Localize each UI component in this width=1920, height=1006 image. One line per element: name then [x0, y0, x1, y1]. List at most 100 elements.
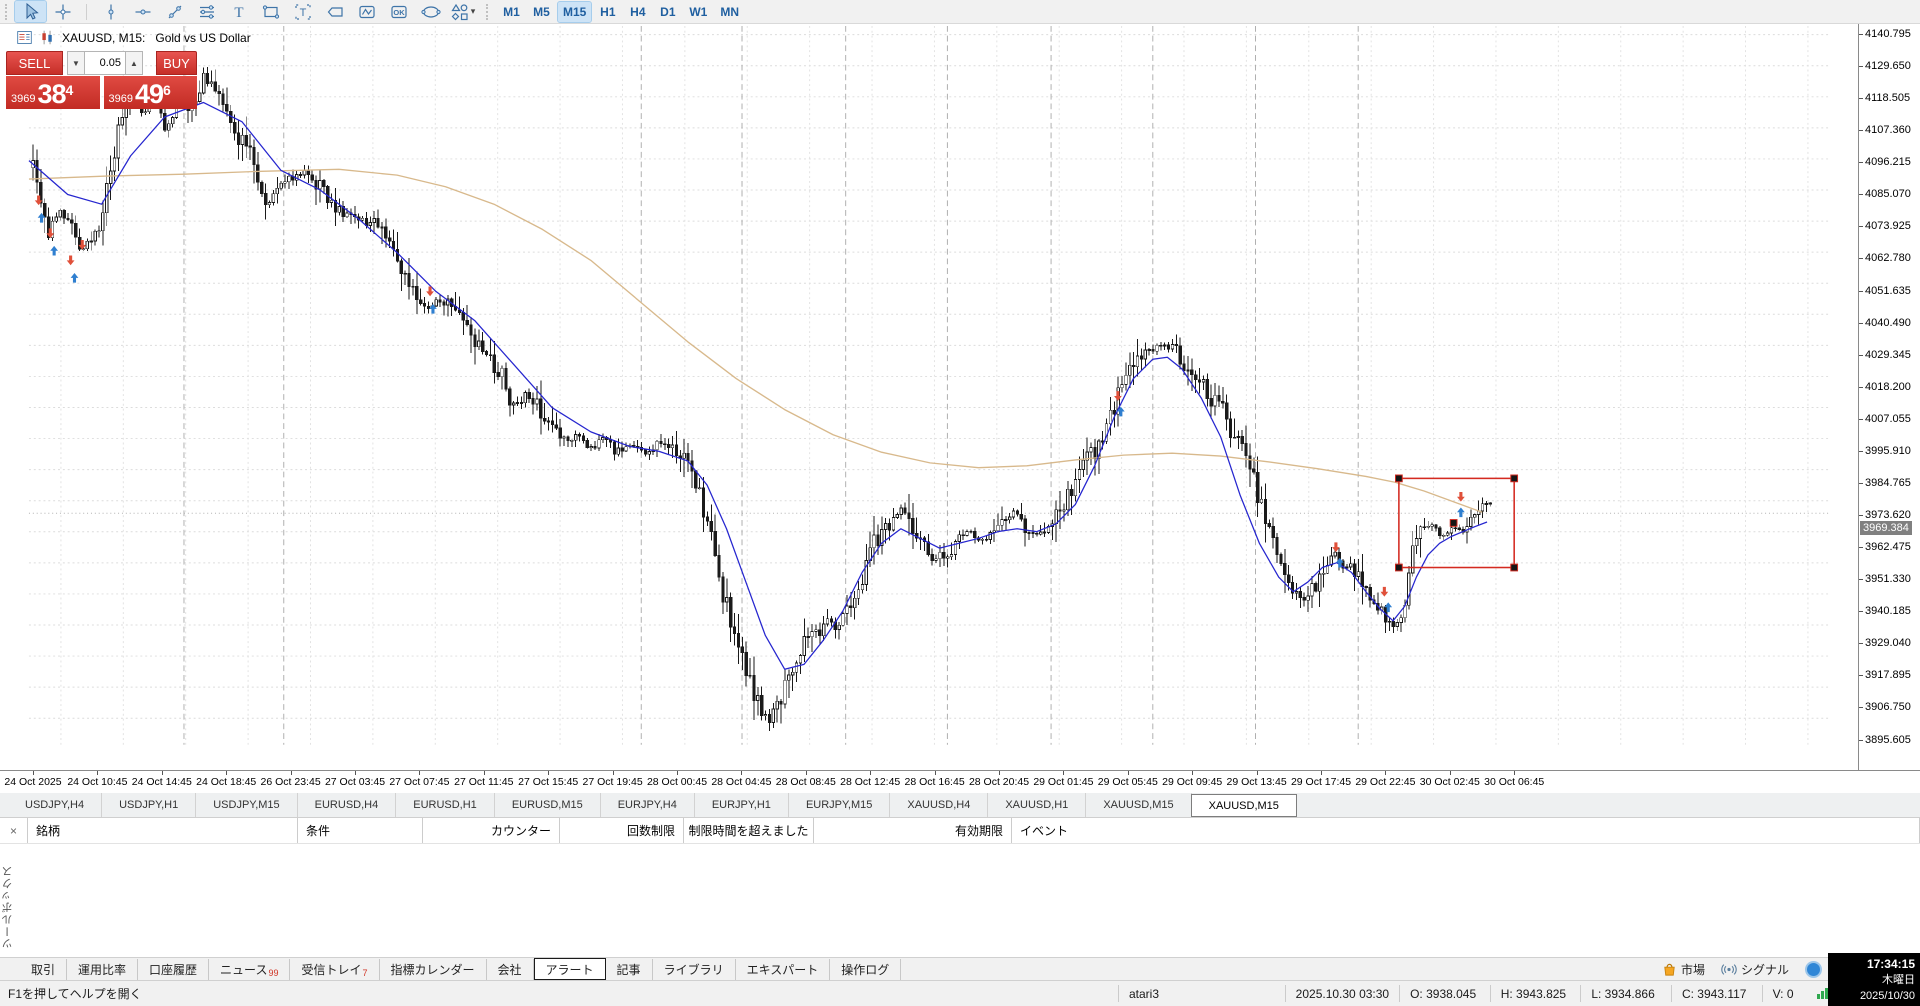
- sell-marker-icon[interactable]: [34, 195, 43, 206]
- timeframe-d1[interactable]: D1: [660, 4, 676, 19]
- crosshair-icon[interactable]: [47, 1, 78, 22]
- toolbox-tab[interactable]: 取引: [20, 958, 68, 980]
- time-axis-label: 29 Oct 05:45: [1097, 776, 1158, 788]
- buy-marker-icon[interactable]: [429, 303, 437, 314]
- volume-decrease-button[interactable]: ▼: [67, 51, 85, 75]
- toolbox-tab[interactable]: 指標カレンダー: [380, 958, 487, 980]
- toolbox-tab[interactable]: 受信トレイ 7: [290, 958, 380, 980]
- sell-marker-icon[interactable]: [1457, 491, 1465, 502]
- alerts-column-header[interactable]: 制限時間を超えました: [684, 818, 814, 843]
- community-icon[interactable]: [1805, 960, 1822, 978]
- sell-price-point: 4: [65, 82, 74, 98]
- market-button[interactable]: 市場: [1662, 961, 1705, 978]
- timeframe-m1[interactable]: M1: [503, 4, 520, 19]
- chart-tab-xauusd-m15[interactable]: XAUUSD,M15: [1190, 794, 1297, 817]
- rectangle-handle[interactable]: [1510, 563, 1519, 572]
- rectangle-handle[interactable]: [1449, 519, 1458, 527]
- timeframe-mn[interactable]: MN: [720, 4, 740, 19]
- alerts-column-header[interactable]: 銘柄: [28, 818, 298, 843]
- selected-rectangle-object[interactable]: [1395, 474, 1519, 572]
- buy-marker-icon[interactable]: [70, 272, 79, 283]
- timeframe-m15[interactable]: M15: [556, 0, 593, 23]
- buy-marker-icon[interactable]: [1384, 602, 1393, 613]
- toolbar-grip[interactable]: [5, 3, 10, 20]
- cursor-icon[interactable]: [14, 0, 47, 23]
- toolbox-tab[interactable]: アラート: [533, 958, 606, 980]
- sell-marker-icon[interactable]: [66, 255, 75, 266]
- vertical-line-icon[interactable]: [95, 1, 126, 22]
- signals-button[interactable]: シグナル: [1721, 961, 1789, 978]
- rectangle-handle[interactable]: [1395, 474, 1403, 483]
- toolbox-tab[interactable]: 操作ログ: [830, 958, 902, 980]
- toolbox-tab[interactable]: ニュース 99: [209, 958, 291, 980]
- price-label-icon[interactable]: [319, 1, 350, 22]
- rectangle-icon[interactable]: [255, 1, 286, 22]
- chart-tab-usdjpy-m15[interactable]: USDJPY,M15: [196, 793, 298, 817]
- chart-canvas[interactable]: [0, 24, 1858, 770]
- chart-tab-eurjpy-h1[interactable]: EURJPY,H1: [695, 793, 789, 817]
- toolbox-tab[interactable]: 口座履歴: [138, 958, 210, 980]
- chart-tab-xauusd-h1[interactable]: XAUUSD,H1: [988, 793, 1087, 817]
- buy-button[interactable]: BUY: [156, 51, 197, 75]
- chart-tab-eurjpy-m15[interactable]: EURJPY,M15: [789, 793, 891, 817]
- candles-icon[interactable]: [39, 29, 56, 46]
- ma-fast-line[interactable]: [28, 101, 1488, 670]
- time-axis[interactable]: 24 Oct 2025 24 Oct 10:45 24 Oct 14:45 24 Oc…: [0, 770, 1920, 793]
- toolbox-tab[interactable]: エキスパート: [736, 958, 831, 980]
- toolbox-tab[interactable]: 記事: [606, 958, 653, 980]
- alerts-column-header[interactable]: 回数制限: [560, 818, 684, 843]
- sell-marker-icon[interactable]: [1380, 586, 1389, 597]
- equidistant-channel-icon[interactable]: [191, 1, 222, 22]
- chart-tab-eurusd-m15[interactable]: EURUSD,M15: [495, 793, 601, 817]
- sell-price-box[interactable]: 3969 38 4: [6, 76, 100, 109]
- sell-marker-icon[interactable]: [46, 228, 55, 239]
- horizontal-line-icon[interactable]: [127, 1, 158, 22]
- alerts-column-header[interactable]: 有効期限: [814, 818, 1012, 843]
- timeframe-h4[interactable]: H4: [630, 4, 646, 19]
- toolbox-tab[interactable]: ライブラリ: [653, 958, 736, 980]
- timeframe-m5[interactable]: M5: [533, 4, 550, 19]
- toolbox-tab[interactable]: 会社: [487, 958, 534, 980]
- buy-marker-icon[interactable]: [50, 245, 59, 256]
- timeframe-h1[interactable]: H1: [600, 4, 616, 19]
- volume-input[interactable]: 0.05: [85, 51, 125, 75]
- sell-marker-icon[interactable]: [426, 286, 434, 297]
- volume-increase-button[interactable]: ▲: [125, 51, 143, 75]
- indicator-window-icon[interactable]: [351, 1, 382, 22]
- alerts-column-header[interactable]: カウンター: [423, 818, 560, 843]
- sell-button[interactable]: SELL: [6, 51, 63, 75]
- chart-tab-eurjpy-h4[interactable]: EURJPY,H4: [601, 793, 695, 817]
- close-panel-button[interactable]: ×: [0, 818, 28, 843]
- shapes-icon[interactable]: ▾: [447, 1, 478, 22]
- buy-price-box[interactable]: 3969 49 6: [103, 76, 197, 109]
- chart-tab-eurusd-h4[interactable]: EURUSD,H4: [298, 793, 397, 817]
- ma-slow-line[interactable]: [28, 168, 1483, 513]
- trendline-icon[interactable]: [159, 1, 190, 22]
- quotes-icon[interactable]: [16, 29, 33, 46]
- sell-marker-icon[interactable]: [1114, 391, 1122, 401]
- chart-tab-eurusd-h1[interactable]: EURUSD,H1: [396, 793, 495, 817]
- rectangle-handle[interactable]: [1395, 563, 1403, 572]
- buy-marker-icon[interactable]: [37, 212, 46, 223]
- timeframe-w1[interactable]: W1: [689, 4, 708, 19]
- dropdown-caret-icon[interactable]: ▾: [470, 6, 476, 16]
- price-axis[interactable]: 4140.795 4129.650 4118.505 4107.360 4096.215…: [1858, 24, 1920, 770]
- buy-marker-icon[interactable]: [1335, 557, 1344, 568]
- alerts-column-header[interactable]: 条件: [298, 818, 423, 843]
- dialog-ok-icon[interactable]: OK: [383, 1, 414, 22]
- chart-tab-xauusd-h4[interactable]: XAUUSD,H4: [890, 793, 989, 817]
- buy-marker-icon[interactable]: [1116, 406, 1125, 417]
- chart-tab-usdjpy-h4[interactable]: USDJPY,H4: [8, 793, 103, 817]
- text-label-icon[interactable]: T: [287, 1, 318, 22]
- rectangle-handle[interactable]: [1510, 474, 1519, 483]
- text-icon[interactable]: T: [223, 1, 254, 22]
- chart-tab-xauusd-m15[interactable]: XAUUSD,M15: [1086, 793, 1192, 817]
- connection-bars-icon[interactable]: [1817, 988, 1828, 999]
- toolbox-tab[interactable]: 運用比率: [67, 958, 139, 980]
- tab-badge: 7: [362, 967, 368, 978]
- alerts-column-header[interactable]: イベント: [1012, 818, 1920, 843]
- ellipse-icon[interactable]: [415, 1, 446, 22]
- buy-marker-icon[interactable]: [1457, 507, 1465, 518]
- chart-tab-usdjpy-h1[interactable]: USDJPY,H1: [102, 793, 197, 817]
